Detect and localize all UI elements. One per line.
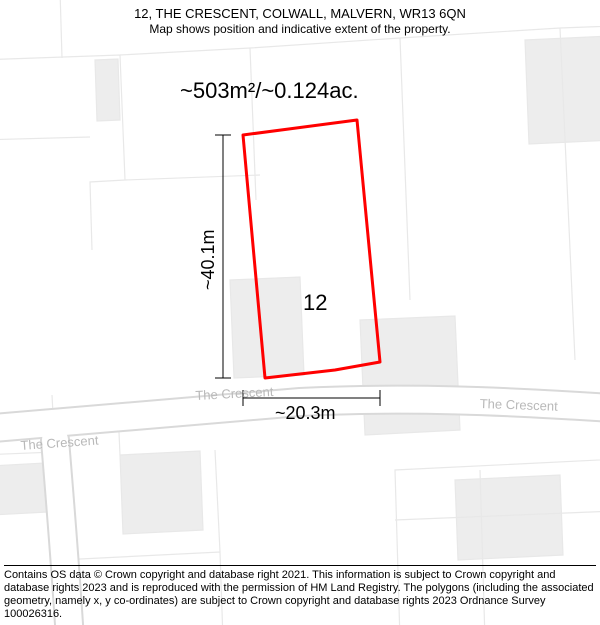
footer-divider	[4, 565, 596, 566]
map-subtitle: Map shows position and indicative extent…	[0, 22, 600, 37]
width-dimension-label: ~20.3m	[275, 403, 336, 424]
street-label-right: The Crescent	[479, 396, 558, 414]
area-label: ~503m²/~0.124ac.	[180, 78, 359, 104]
address-title: 12, THE CRESCENT, COLWALL, MALVERN, WR13…	[0, 6, 600, 22]
house-number: 12	[303, 290, 327, 316]
footer-copyright: Contains OS data © Crown copyright and d…	[4, 569, 596, 621]
footer: Contains OS data © Crown copyright and d…	[4, 565, 596, 621]
height-dimension-label: ~40.1m	[198, 229, 219, 290]
header: 12, THE CRESCENT, COLWALL, MALVERN, WR13…	[0, 6, 600, 37]
